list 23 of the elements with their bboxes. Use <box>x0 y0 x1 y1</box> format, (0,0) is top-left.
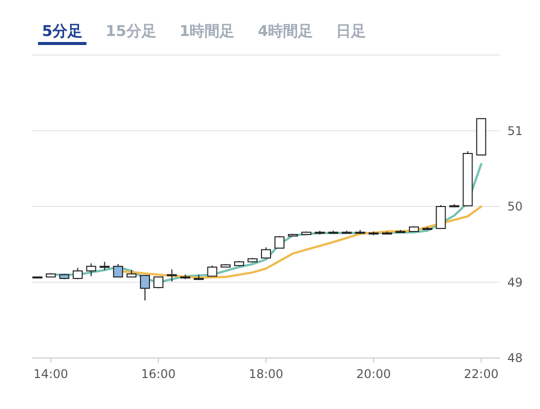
candlestick <box>113 264 124 278</box>
candlestick <box>166 268 177 282</box>
candlestick <box>436 204 446 229</box>
candlestick <box>153 276 164 289</box>
x-tick-label: 16:00 <box>141 367 176 381</box>
candlestick <box>274 236 284 249</box>
text: 4時間足 <box>258 22 314 40</box>
text: 5分足 <box>42 22 82 40</box>
candlestick <box>261 246 271 259</box>
y-tick-label: 48 <box>507 351 523 365</box>
x-tick-label: 22:00 <box>464 367 498 381</box>
text: 1時間足 <box>179 22 235 40</box>
x-tick-label: 14:00 <box>34 367 68 381</box>
candlestick <box>207 265 218 277</box>
text: 日足 <box>336 22 366 40</box>
candlestick <box>140 274 150 301</box>
text: 15分足 <box>105 22 156 40</box>
x-tick-label: 18:00 <box>248 367 284 381</box>
y-tick-label: 50 <box>507 200 523 214</box>
candlestick <box>86 262 96 277</box>
x-tick-label: 20:00 <box>356 367 391 381</box>
y-tick-label: 49 <box>507 275 523 290</box>
y-tick-label: 51 <box>507 124 523 138</box>
